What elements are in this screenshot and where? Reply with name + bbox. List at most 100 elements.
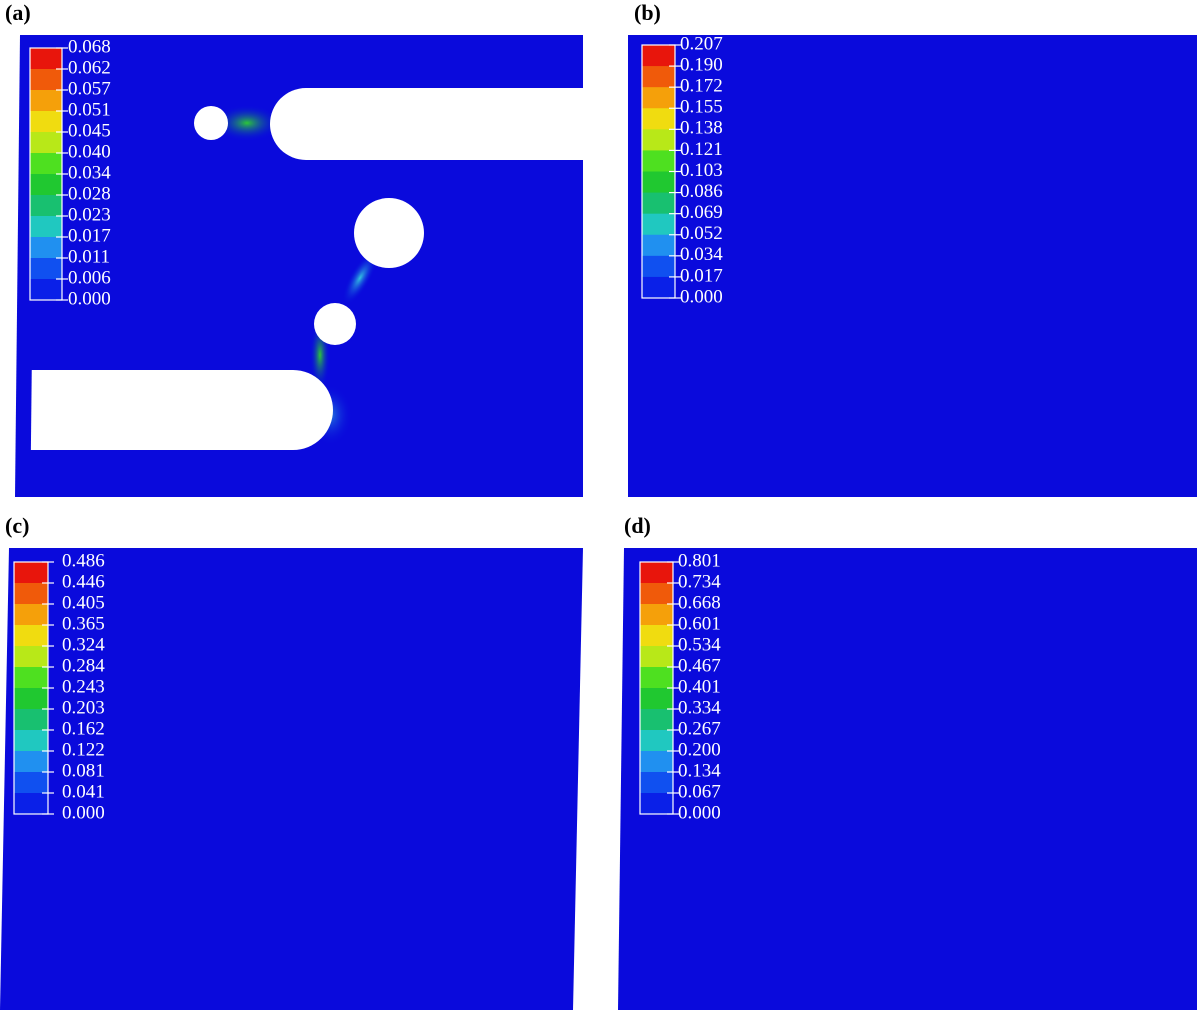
colorbar-band: [30, 69, 62, 91]
colorbar-label: 0.000: [680, 286, 723, 307]
colorbar-label: 0.122: [62, 739, 105, 760]
colorbar-label: 0.068: [68, 36, 111, 57]
colorbar-label: 0.045: [68, 120, 111, 141]
colorbar-label: 0.243: [62, 676, 105, 697]
colorbar-label: 0.324: [62, 634, 105, 655]
colorbar-label: 0.534: [678, 634, 721, 655]
colorbar-label: 0.040: [68, 141, 111, 162]
colorbar-label: 0.017: [68, 225, 111, 246]
colorbar-label: 0.138: [680, 118, 723, 139]
colorbar-band: [14, 709, 48, 731]
panel-label: (b): [634, 0, 661, 25]
colorbar-label: 0.446: [62, 571, 105, 592]
glow: [342, 251, 378, 305]
colorbar-label: 0.207: [680, 33, 723, 54]
hole: [314, 303, 356, 345]
colorbar-band: [30, 195, 62, 217]
colorbar-band: [642, 171, 675, 194]
colorbar-label: 0.034: [680, 244, 723, 265]
panel: (a)0.0680.0620.0570.0510.0450.0400.0340.…: [5, 0, 598, 497]
colorbar-band: [30, 153, 62, 175]
colorbar-label: 0.086: [680, 181, 723, 202]
colorbar-band: [642, 213, 675, 236]
colorbar-label: 0.011: [68, 246, 110, 267]
colorbar-label: 0.467: [678, 655, 721, 676]
colorbar-band: [642, 234, 675, 257]
colorbar-band: [640, 646, 673, 668]
colorbar-label: 0.000: [62, 802, 105, 823]
colorbar-band: [30, 258, 62, 280]
colorbar-band: [640, 667, 673, 689]
glow: [213, 105, 281, 141]
colorbar-label: 0.134: [678, 760, 721, 781]
hole: [30, 370, 333, 450]
colorbar-label: 0.052: [680, 223, 723, 244]
colorbar-label: 0.601: [678, 613, 721, 634]
colorbar-band: [642, 87, 675, 109]
colorbar-band: [30, 216, 62, 238]
colorbar-label: 0.103: [680, 160, 723, 181]
colorbar-label: 0.203: [62, 697, 105, 718]
hole: [270, 88, 598, 160]
colorbar-label: 0.334: [678, 697, 721, 718]
panel: (d)0.8010.7340.6680.6010.5340.4670.4010.…: [618, 513, 1197, 1010]
colorbar-band: [14, 562, 48, 584]
colorbar-label: 0.000: [678, 802, 721, 823]
colorbar-band: [640, 562, 673, 584]
colorbar-label: 0.734: [678, 571, 721, 592]
colorbar-band: [640, 625, 673, 647]
colorbar-band: [14, 751, 48, 773]
colorbar-band: [642, 276, 675, 299]
colorbar-label: 0.023: [68, 204, 111, 225]
colorbar-band: [640, 793, 673, 815]
colorbar-label: 0.051: [68, 99, 111, 120]
panel: (c)0.4860.4460.4050.3650.3240.2840.2430.…: [0, 513, 583, 1010]
colorbar-band: [30, 279, 62, 301]
domain: [0, 548, 583, 1010]
colorbar-band: [30, 111, 62, 133]
colorbar-band: [642, 255, 675, 278]
colorbar-label: 0.062: [68, 57, 111, 78]
colorbar-band: [14, 604, 48, 626]
colorbar-band: [642, 192, 675, 215]
colorbar-label: 0.067: [678, 781, 721, 802]
colorbar-band: [14, 688, 48, 710]
colorbar-label: 0.172: [680, 76, 723, 97]
colorbar-band: [30, 48, 62, 70]
domain: [618, 548, 1197, 1010]
colorbar-label: 0.200: [678, 739, 721, 760]
colorbar-label: 0.162: [62, 718, 105, 739]
colorbar-label: 0.801: [678, 550, 721, 571]
colorbar-label: 0.284: [62, 655, 105, 676]
colorbar-band: [14, 730, 48, 752]
colorbar-band: [640, 583, 673, 605]
panel-label: (c): [5, 513, 29, 538]
hole: [194, 106, 228, 140]
colorbar-band: [30, 237, 62, 259]
colorbar-label: 0.017: [680, 265, 723, 286]
colorbar-label: 0.190: [680, 54, 723, 75]
colorbar-band: [14, 583, 48, 605]
colorbar-band: [640, 709, 673, 731]
colorbar-label: 0.028: [68, 183, 111, 204]
colorbar-band: [14, 625, 48, 647]
colorbar-label: 0.365: [62, 613, 105, 634]
colorbar-band: [642, 45, 675, 67]
colorbar-band: [642, 150, 675, 172]
colorbar-band: [640, 604, 673, 626]
colorbar-label: 0.041: [62, 781, 105, 802]
colorbar-label: 0.034: [68, 162, 111, 183]
colorbar-band: [640, 772, 673, 794]
colorbar-label: 0.486: [62, 550, 105, 571]
colorbar-label: 0.405: [62, 592, 105, 613]
colorbar-band: [14, 793, 48, 815]
colorbar-label: 0.668: [678, 592, 721, 613]
colorbar-label: 0.121: [680, 139, 723, 160]
colorbar-band: [642, 108, 675, 130]
panel-label: (a): [5, 0, 31, 25]
colorbar-label: 0.006: [68, 267, 111, 288]
colorbar-label: 0.081: [62, 760, 105, 781]
panel: (b)0.2070.1900.1720.1550.1380.1210.1030.…: [628, 0, 1197, 497]
colorbar-label: 0.155: [680, 97, 723, 118]
domain: [628, 35, 1197, 497]
